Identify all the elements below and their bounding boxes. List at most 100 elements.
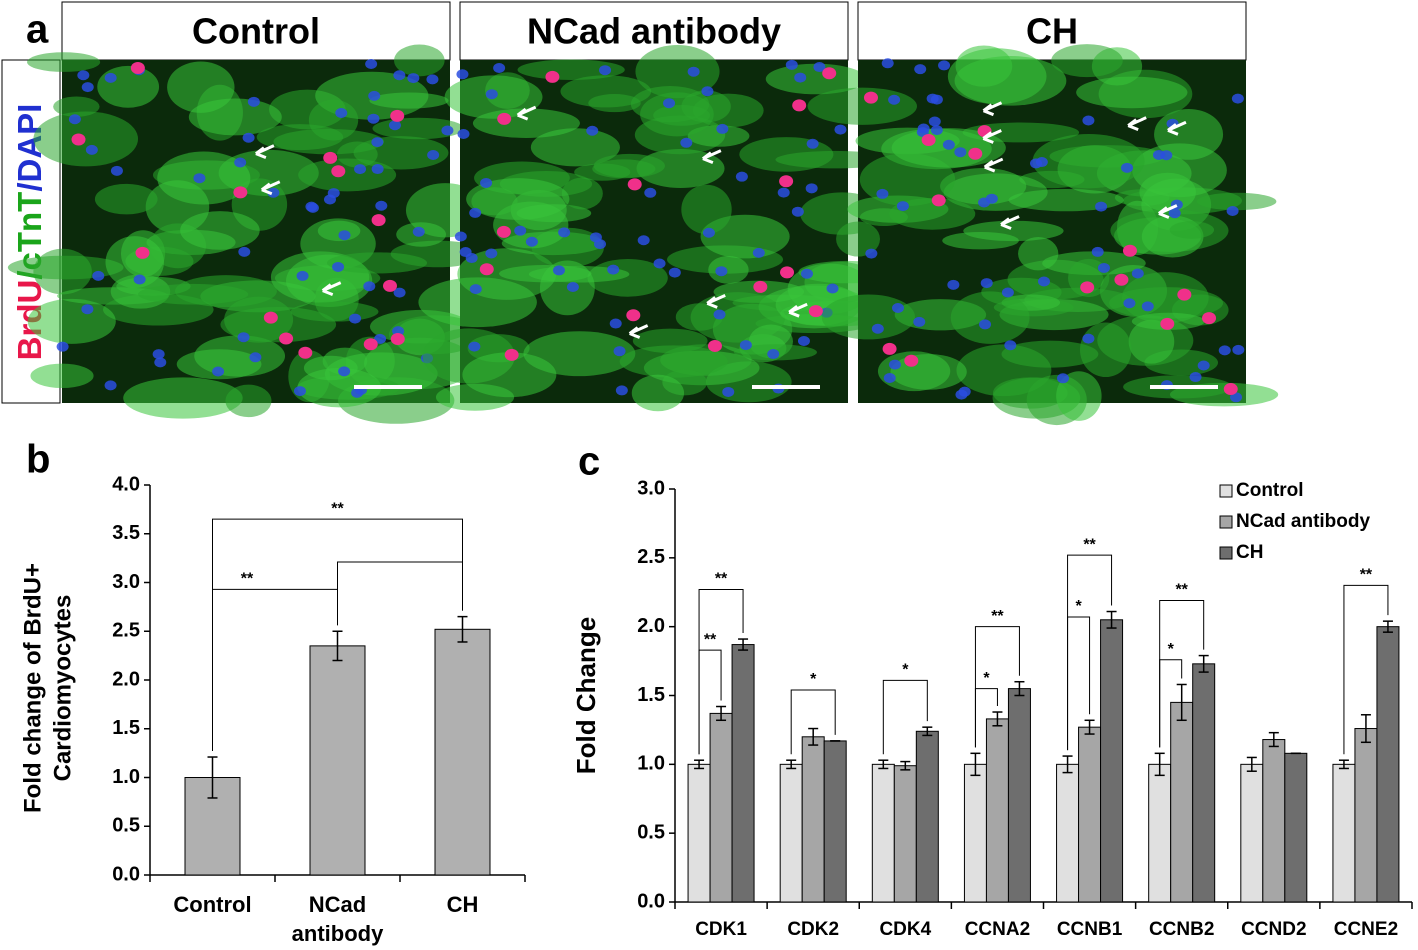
nucleus xyxy=(735,171,748,182)
arrow xyxy=(321,281,342,297)
cell-body xyxy=(640,92,714,137)
brdu-nucleus xyxy=(822,67,837,80)
nucleus xyxy=(493,63,506,74)
nucleus xyxy=(1231,93,1244,104)
significance-bracket xyxy=(1343,584,1389,755)
nucleus xyxy=(805,183,818,194)
y-tick-label: 4.0 xyxy=(112,473,140,495)
bar xyxy=(1332,763,1356,903)
arrow xyxy=(982,129,1002,144)
brdu-nucleus xyxy=(792,99,807,112)
arrow xyxy=(516,105,537,121)
nucleus xyxy=(234,157,247,168)
bar xyxy=(1354,728,1378,903)
brdu-nucleus xyxy=(263,311,278,324)
x-tick-label: CCNA2 xyxy=(965,919,1030,940)
nucleus xyxy=(1152,149,1165,160)
arrow xyxy=(982,101,1003,117)
x-tick-label: CDK1 xyxy=(695,919,747,940)
y-tick-label: 0.0 xyxy=(637,890,665,912)
brdu-nucleus xyxy=(135,246,150,259)
nucleus xyxy=(267,187,280,198)
bar xyxy=(779,763,803,903)
bar xyxy=(709,712,733,903)
significance-label: * xyxy=(810,671,817,688)
nucleus xyxy=(767,349,780,360)
nucleus xyxy=(607,264,620,275)
arrow xyxy=(1000,215,1020,230)
nucleus xyxy=(305,201,318,212)
significance-label: ** xyxy=(1360,567,1373,584)
nucleus xyxy=(393,287,406,298)
error-bar xyxy=(207,756,218,799)
cell-body xyxy=(708,255,749,284)
brdu-nucleus xyxy=(504,348,519,361)
nucleus xyxy=(791,206,804,217)
nucleus xyxy=(1230,392,1243,403)
bar xyxy=(1240,763,1264,903)
brdu-nucleus xyxy=(233,186,248,199)
nucleus xyxy=(926,93,939,104)
nucleus xyxy=(293,386,306,397)
nucleus xyxy=(785,59,798,70)
nucleus xyxy=(888,359,901,370)
nucleus xyxy=(365,58,378,69)
nucleus xyxy=(896,201,909,212)
x-tick-label: CH xyxy=(446,892,479,917)
cell-body xyxy=(940,168,1027,205)
cell-body xyxy=(394,44,445,77)
nucleus xyxy=(701,86,714,97)
nucleus xyxy=(653,258,666,269)
nucleus xyxy=(81,304,94,315)
bar xyxy=(1007,688,1031,903)
x-tick-label: CCNB1 xyxy=(1057,919,1123,940)
nucleus xyxy=(249,352,262,363)
x-tick-label: CCNB2 xyxy=(1149,919,1214,940)
bar xyxy=(893,765,917,903)
significance-label: ** xyxy=(991,608,1004,625)
nucleus xyxy=(441,125,454,136)
cell-body xyxy=(890,353,967,390)
cell-body xyxy=(138,283,249,305)
error-bar xyxy=(922,726,933,737)
y-tick-label: 2.0 xyxy=(637,615,665,637)
brdu-nucleus xyxy=(707,339,722,352)
nucleus xyxy=(469,207,482,218)
cell-body xyxy=(27,52,101,72)
nucleus xyxy=(871,323,884,334)
nucleus xyxy=(1232,344,1245,355)
nucleus xyxy=(914,64,927,75)
brdu-nucleus xyxy=(1080,281,1095,294)
nucleus xyxy=(525,236,538,247)
error-bar xyxy=(1176,683,1187,722)
nucleus xyxy=(979,319,992,330)
error-bar xyxy=(992,711,1003,727)
brdu-nucleus xyxy=(931,194,946,207)
arrow xyxy=(1167,120,1187,136)
nucleus xyxy=(1095,201,1108,212)
cell-body xyxy=(836,221,880,257)
cell-body xyxy=(1051,44,1123,78)
nucleus xyxy=(193,173,206,184)
nucleus xyxy=(702,227,715,238)
cell-body xyxy=(807,87,918,125)
panel-label: a xyxy=(26,8,49,52)
nucleus xyxy=(609,318,622,329)
cell-body xyxy=(561,177,603,210)
nucleus xyxy=(1004,340,1017,351)
nucleus xyxy=(713,309,726,320)
panel-title: CH xyxy=(1026,11,1078,52)
y-tick-label: 0.5 xyxy=(637,821,665,843)
nucleus xyxy=(104,72,117,83)
x-tick-label: NCad antibody xyxy=(291,892,384,946)
cell-body xyxy=(176,349,262,380)
error-bar xyxy=(1382,620,1393,633)
bar xyxy=(1284,752,1308,903)
nucleus xyxy=(586,125,599,136)
significance-label: * xyxy=(1168,641,1175,658)
legend-label: NCad antibody xyxy=(1236,511,1370,532)
error-bar xyxy=(786,759,797,770)
brdu-nucleus xyxy=(904,354,919,367)
y-tick-label: 3.0 xyxy=(112,571,140,593)
